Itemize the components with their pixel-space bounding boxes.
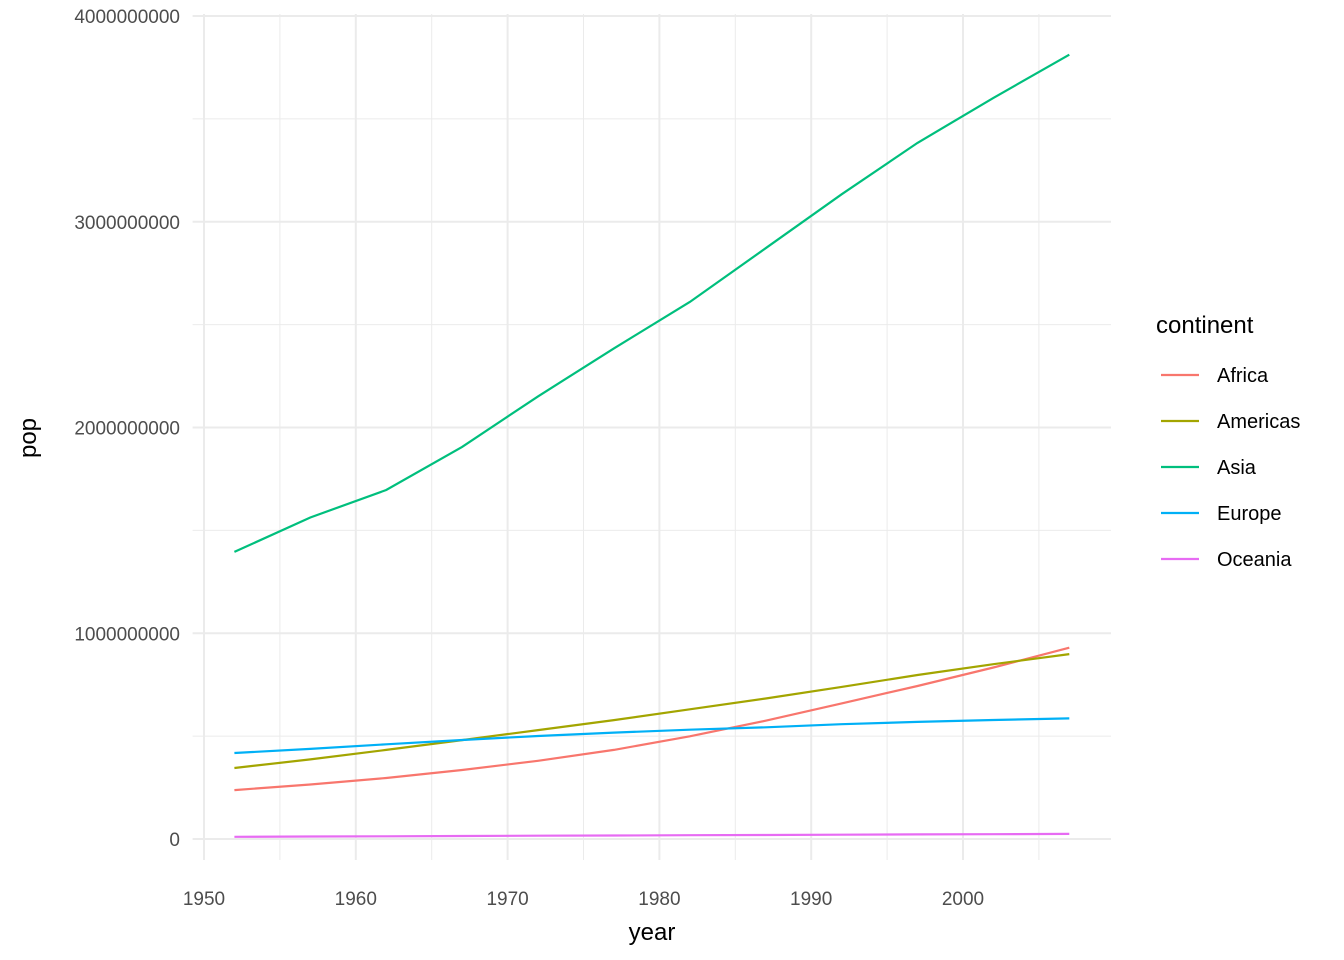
x-tick-label: 1950 bbox=[183, 889, 225, 910]
series-line-asia bbox=[233, 53, 1070, 553]
series-line-africa bbox=[234, 646, 1070, 792]
y-tick-label: 1000000000 bbox=[74, 624, 180, 645]
y-tick-label: 0 bbox=[169, 830, 180, 851]
y-tick-label: 3000000000 bbox=[74, 213, 180, 234]
legend-label: Europe bbox=[1217, 503, 1282, 525]
x-axis-ticks: 1950 1960 1970 1980 1990 2000 bbox=[183, 889, 984, 910]
x-tick-label: 1970 bbox=[486, 889, 528, 910]
x-tick-label: 2000 bbox=[942, 889, 984, 910]
legend-label: Americas bbox=[1217, 411, 1300, 433]
legend: continent Africa Americas Asia Europe Oceani… bbox=[1156, 312, 1300, 571]
y-axis-ticks: 0 1000000000 2000000000 3000000000 400000000… bbox=[74, 7, 180, 851]
x-axis-title: year bbox=[629, 919, 676, 946]
x-tick-label: 1980 bbox=[638, 889, 680, 910]
legend-label: Africa bbox=[1217, 365, 1269, 387]
legend-title: continent bbox=[1156, 312, 1254, 339]
legend-label: Oceania bbox=[1217, 549, 1292, 571]
y-tick-label: 2000000000 bbox=[74, 419, 180, 440]
grid bbox=[192, 14, 1112, 860]
x-tick-label: 1990 bbox=[790, 889, 832, 910]
y-axis-title: pop bbox=[15, 418, 42, 458]
x-tick-label: 1960 bbox=[335, 889, 377, 910]
legend-label: Asia bbox=[1217, 457, 1257, 479]
series-line-europe bbox=[234, 717, 1070, 755]
y-tick-label: 4000000000 bbox=[74, 7, 180, 28]
series-line-oceania bbox=[234, 832, 1070, 838]
series-lines bbox=[233, 53, 1070, 838]
series-line-americas bbox=[234, 653, 1070, 770]
